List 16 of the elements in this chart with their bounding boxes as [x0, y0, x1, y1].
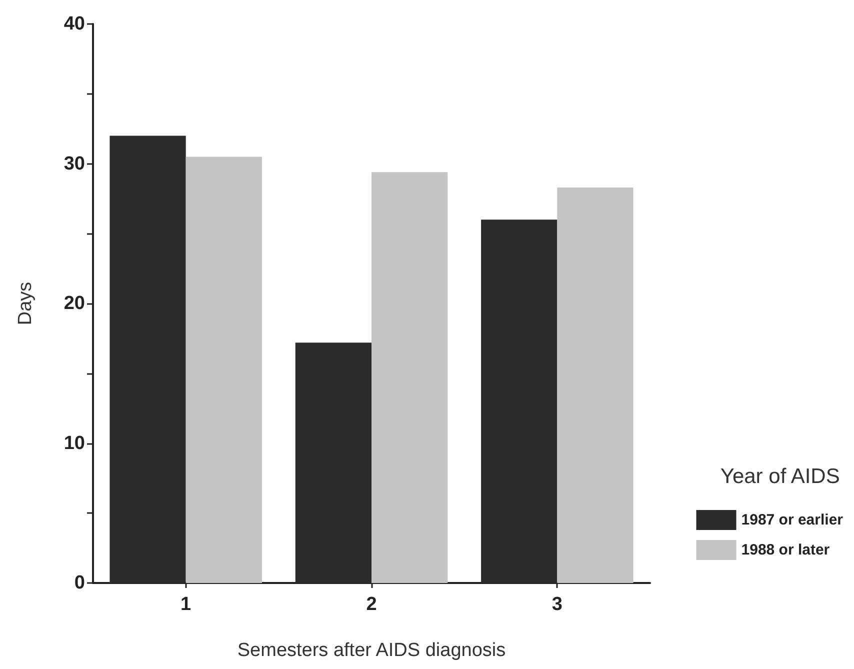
y-axis-title: Days	[15, 282, 36, 326]
legend-label: 1987 or earlier	[741, 512, 844, 528]
x-tick-label: 2	[366, 594, 377, 615]
bar	[372, 172, 448, 583]
x-axis-title: Semesters after AIDS diagnosis	[237, 640, 506, 661]
y-tick-label: 10	[64, 432, 85, 454]
legend-title: Year of AIDS	[720, 465, 840, 488]
x-tick-label: 3	[552, 594, 562, 615]
y-tick-label: 0	[74, 572, 85, 594]
y-tick-label: 40	[64, 14, 85, 34]
y-tick-label: 20	[64, 293, 85, 314]
legend-label: 1988 or later	[741, 542, 830, 558]
bar	[557, 188, 634, 583]
bar	[186, 156, 262, 583]
x-tick-label: 1	[180, 594, 192, 615]
y-tick-label: 30	[64, 153, 85, 174]
